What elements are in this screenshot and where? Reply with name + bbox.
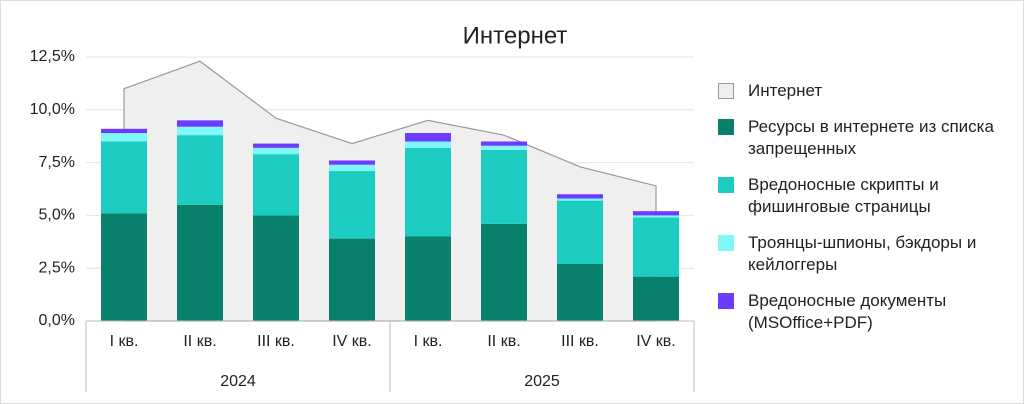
- bar-segment: [329, 238, 375, 321]
- legend-item: Вредоносные скрипты и фишинговые страниц…: [718, 174, 1008, 218]
- bar-segment: [101, 128, 147, 134]
- bar-segment: [633, 211, 679, 216]
- bar-segment: [481, 141, 527, 146]
- legend: Интернет Ресурсы в интернете из списка за…: [718, 80, 1008, 348]
- bar-segment: [253, 154, 299, 216]
- bar-segment: [253, 147, 299, 155]
- bar-segment: [633, 276, 679, 321]
- bar-segment: [405, 147, 451, 237]
- bar-segment: [101, 133, 147, 142]
- bar-segment: [633, 215, 679, 218]
- bar-segment: [557, 198, 603, 201]
- x-tick-label: IV кв.: [636, 333, 676, 350]
- legend-swatch: [718, 119, 734, 135]
- legend-label: Вредоносные документы (MSOffice+PDF): [748, 291, 947, 332]
- bar-segment: [329, 171, 375, 239]
- bar-segment: [481, 223, 527, 321]
- x-tick-label: I кв.: [414, 333, 443, 350]
- y-tick-label: 5,0%: [39, 207, 75, 224]
- bar-segment: [557, 200, 603, 264]
- group-label: 2024: [220, 373, 256, 390]
- legend-label: Вредоносные скрипты и фишинговые страниц…: [748, 175, 939, 216]
- y-tick-label: 2,5%: [39, 259, 75, 276]
- bar-segment: [177, 120, 223, 127]
- bar-segment: [101, 213, 147, 321]
- bar-segment: [405, 141, 451, 148]
- legend-label: Троянцы-шпионы, бэкдоры и кейлоггеры: [748, 233, 977, 274]
- bar-segment: [633, 217, 679, 277]
- legend-swatch: [718, 235, 734, 251]
- bar-segment: [253, 215, 299, 321]
- bar-segment: [177, 126, 223, 136]
- legend-item: Троянцы-шпионы, бэкдоры и кейлоггеры: [718, 232, 1008, 276]
- bar-segment: [481, 145, 527, 150]
- group-label: 2025: [524, 373, 560, 390]
- y-tick-label: 7,5%: [39, 154, 75, 171]
- legend-item: Вредоносные документы (MSOffice+PDF): [718, 290, 1008, 334]
- chart-title: Интернет: [463, 22, 568, 49]
- legend-item: Ресурсы в интернете из списка запрещенны…: [718, 116, 1008, 160]
- legend-swatch: [718, 177, 734, 193]
- y-tick-label: 12,5%: [30, 48, 75, 65]
- x-tick-label: II кв.: [487, 333, 520, 350]
- legend-label: Интернет: [748, 81, 823, 100]
- bar-segment: [329, 160, 375, 165]
- legend-item: Интернет: [718, 80, 1008, 102]
- bar-segment: [557, 194, 603, 199]
- x-tick-label: III кв.: [257, 333, 295, 350]
- bar-segment: [177, 204, 223, 321]
- legend-swatch: [718, 293, 734, 309]
- x-tick-label: I кв.: [110, 333, 139, 350]
- legend-label: Ресурсы в интернете из списка запрещенны…: [748, 117, 994, 158]
- bar-segment: [253, 143, 299, 148]
- y-tick-label: 0,0%: [39, 312, 75, 329]
- bar-segment: [481, 149, 527, 224]
- bar-segment: [329, 164, 375, 172]
- x-tick-label: III кв.: [561, 333, 599, 350]
- legend-swatch: [718, 83, 734, 99]
- bar-segment: [557, 263, 603, 321]
- x-tick-label: II кв.: [183, 333, 216, 350]
- bar-segment: [405, 236, 451, 321]
- x-tick-label: IV кв.: [332, 333, 372, 350]
- bar-segment: [405, 133, 451, 142]
- y-tick-label: 10,0%: [30, 101, 75, 118]
- bar-segment: [101, 141, 147, 214]
- bar-segment: [177, 135, 223, 205]
